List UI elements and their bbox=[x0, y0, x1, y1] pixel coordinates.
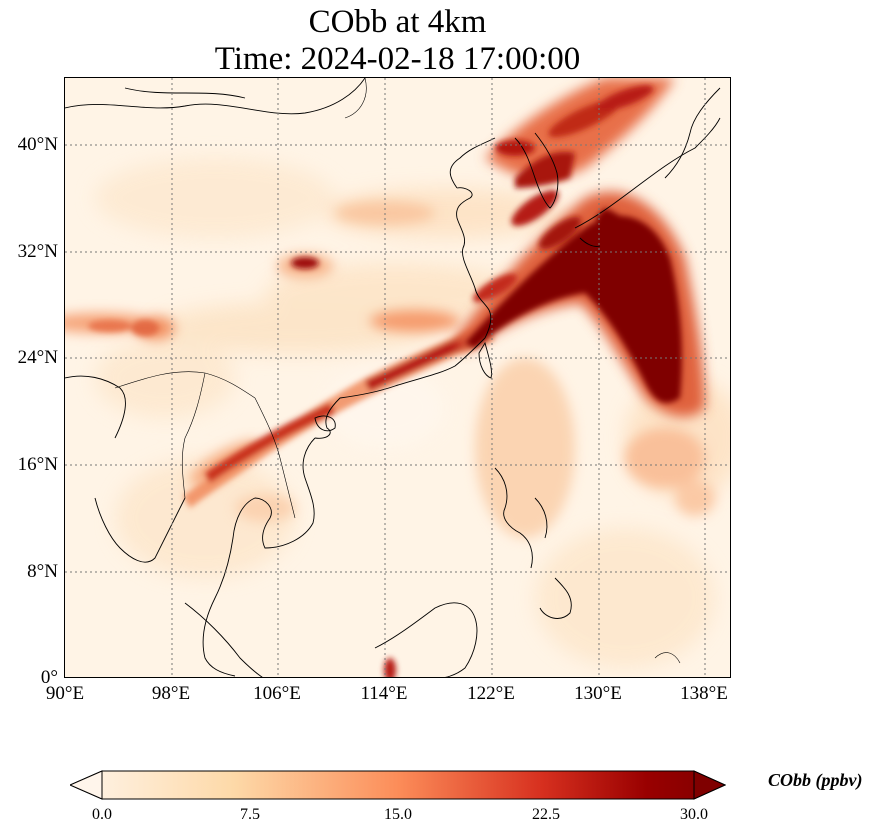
colorbar-min-extend bbox=[70, 770, 103, 800]
y-tick-label: 24°N bbox=[17, 347, 58, 368]
concentration-map bbox=[65, 78, 730, 677]
colorbar-label: CObb (ppbv) bbox=[768, 770, 863, 790]
y-tick-label: 32°N bbox=[17, 241, 58, 262]
colorbar-tick-label: 7.5 bbox=[240, 806, 260, 823]
map-title: CObb at 4km bbox=[308, 4, 487, 40]
x-tick-label: 122°E bbox=[467, 683, 515, 704]
colorbar-max-extend bbox=[693, 770, 726, 800]
colorbar-tick-label: 0.0 bbox=[92, 806, 112, 823]
x-tick-label: 98°E bbox=[151, 683, 191, 704]
gridlines bbox=[65, 78, 730, 677]
x-tick-label: 114°E bbox=[360, 683, 408, 704]
colorbar-tick-label: 30.0 bbox=[680, 806, 708, 823]
y-tick-label: 40°N bbox=[17, 134, 58, 155]
x-tick-label: 90°E bbox=[45, 683, 85, 704]
colorbar bbox=[70, 770, 726, 800]
x-tick-label: 138°E bbox=[680, 683, 728, 704]
y-tick-label: 0° bbox=[40, 667, 58, 688]
y-tick-label: 8°N bbox=[27, 561, 58, 582]
coastlines bbox=[65, 78, 721, 677]
medium-plumes bbox=[65, 201, 715, 538]
x-tick-label: 106°E bbox=[253, 683, 301, 704]
x-tick-label: 130°E bbox=[574, 683, 622, 704]
y-tick-label: 16°N bbox=[17, 454, 58, 475]
colorbar-gradient bbox=[70, 770, 726, 800]
map-panel bbox=[64, 77, 731, 678]
main-plume bbox=[88, 257, 495, 508]
map-subtitle-time: Time: 2024-02-18 17:00:00 bbox=[214, 41, 581, 77]
colorbar-tick-label: 15.0 bbox=[384, 806, 412, 823]
colorbar-tick-label: 22.5 bbox=[532, 806, 560, 823]
east-plume-core bbox=[384, 85, 682, 677]
